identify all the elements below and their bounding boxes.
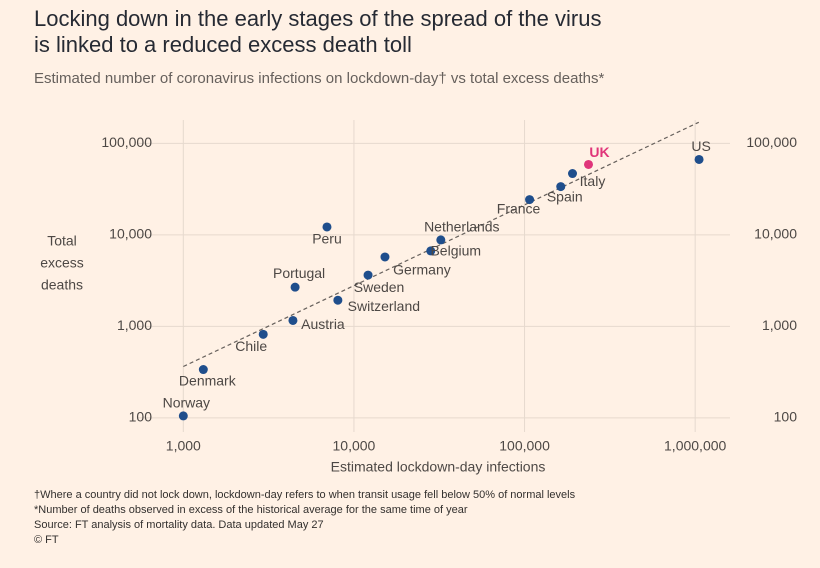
point: [583, 159, 593, 169]
point-label: Spain: [547, 188, 583, 204]
point: [436, 235, 446, 245]
x-tick-label: 100,000: [499, 438, 550, 454]
point: [556, 182, 566, 192]
point-label: Peru: [312, 231, 342, 247]
point: [380, 252, 390, 262]
point-label: Portugal: [273, 265, 325, 281]
point-label: Germany: [393, 262, 451, 278]
source: Source: FT analysis of mortality data. D…: [34, 519, 324, 531]
y-tick-label: 100: [129, 409, 153, 425]
x-tick-label: 1,000: [166, 438, 201, 454]
point: [333, 295, 343, 305]
point: [178, 411, 188, 421]
y-axis-label: excess: [40, 255, 84, 271]
point-label: Italy: [580, 173, 606, 189]
point: [290, 282, 300, 292]
chart-title: Locking down in the early stages of the …: [34, 6, 601, 31]
x-tick-label: 10,000: [333, 438, 376, 454]
point-label: Norway: [163, 395, 210, 411]
point-label: France: [497, 200, 541, 216]
point: [568, 169, 578, 179]
point-label: Chile: [235, 338, 267, 354]
y-tick-label: 100,000: [101, 134, 152, 150]
footnote: *Number of deaths observed in excess of …: [34, 504, 468, 516]
point-label: UK: [589, 144, 609, 160]
x-tick-label: 1,000,000: [664, 438, 726, 454]
point-label: Denmark: [179, 372, 237, 388]
chart-title: is linked to a reduced excess death toll: [34, 32, 412, 57]
point-label: Netherlands: [424, 219, 500, 235]
point-label: US: [691, 138, 710, 154]
point: [694, 154, 704, 164]
point-label: Belgium: [430, 243, 481, 259]
point-label: Austria: [301, 316, 345, 332]
chart-subtitle: Estimated number of coronavirus infectio…: [34, 70, 604, 87]
x-axis-label: Estimated lockdown-day infections: [331, 459, 546, 475]
y-tick-label: 10,000: [754, 226, 797, 242]
y-tick-label: 100: [774, 409, 798, 425]
point: [258, 329, 268, 339]
y-tick-label: 10,000: [109, 226, 152, 242]
y-axis-label: deaths: [41, 277, 83, 293]
point: [426, 246, 436, 256]
y-tick-label: 100,000: [746, 134, 797, 150]
copyright: © FT: [34, 534, 59, 546]
point: [525, 195, 535, 205]
y-tick-label: 1,000: [117, 317, 152, 333]
point: [363, 270, 373, 280]
point: [288, 315, 298, 325]
y-axis-label: Total: [47, 233, 77, 249]
point: [198, 365, 208, 375]
point-label: Switzerland: [348, 298, 420, 314]
y-tick-label: 1,000: [762, 317, 797, 333]
point: [322, 222, 332, 232]
point-label: Sweden: [354, 279, 405, 295]
footnote: †Where a country did not lock down, lock…: [34, 489, 576, 501]
